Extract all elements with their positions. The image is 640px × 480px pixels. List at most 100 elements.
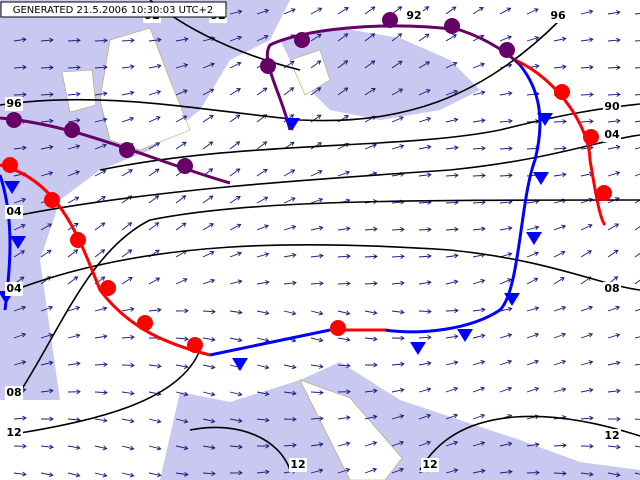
wind-arrow [472,386,486,393]
wind-arrow [229,88,241,96]
occluded-front-symbol [119,142,135,158]
wind-arrow [148,168,160,177]
wind-arrow [40,144,54,150]
isobar-label-box [603,100,621,114]
wind-arrow [499,7,512,15]
wind-arrow [445,172,459,178]
wind-arrow [94,91,108,97]
wind-arrow [526,332,540,339]
wind-arrow [607,305,621,312]
wind-arrow [148,307,162,313]
land [99,27,191,151]
wind-arrow [418,387,432,393]
isobar-label-box [5,205,23,219]
wind-arrow [94,445,108,451]
wind-arrow [337,7,349,15]
wind-arrow [634,120,640,123]
wind-arrow [472,278,486,285]
wind-arrow [202,471,216,477]
wind-arrow [337,467,351,474]
warm-front-symbol [44,192,60,208]
wind-arrow [148,222,160,231]
wind-arrow [310,468,324,474]
wind-arrow [67,445,81,450]
wind-arrow [202,309,216,315]
wind-arrow [229,391,243,397]
wind-arrow [175,89,188,96]
wind-arrow [40,37,54,43]
wind-arrow [283,310,297,316]
wind-arrow [94,222,106,231]
wind-arrow [445,413,459,420]
wind-arrow [607,118,621,124]
wind-arrow [364,310,378,316]
wind-arrow [283,169,296,177]
cold-front-symbol [504,293,520,306]
wind-arrow [472,62,486,69]
wind-arrow [580,145,594,151]
isobar-label-box [5,97,23,111]
warm-front-symbol [554,84,570,100]
isobar [0,19,561,122]
cold-front [384,64,542,334]
wind-arrow [310,416,324,421]
wind-arrow [121,222,133,231]
wind-arrow [283,197,296,204]
wind-arrow [526,470,540,476]
wind-arrow [553,145,567,151]
wind-arrow [310,87,322,96]
wind-arrow [418,89,431,96]
wind-arrow [580,250,593,258]
wind-arrow [634,147,640,150]
occluded-front-symbol [64,122,80,138]
wind-arrow [202,445,216,450]
wind-arrow [580,9,594,15]
sea [280,28,480,120]
wind-arrow [607,333,621,339]
wind-arrow [418,413,432,420]
wind-arrow [472,333,486,339]
wind-arrow [121,362,135,368]
wind-arrow [418,440,432,447]
wind-arrow [337,441,351,447]
cold-front-symbol [10,236,26,249]
wind-arrow [418,227,432,232]
isobar-label: 08 [604,282,619,295]
wind-arrow [634,472,640,475]
wind-arrow [94,249,106,258]
wind-arrow [472,226,486,232]
wind-arrow [391,467,405,474]
wind-arrow [634,199,640,204]
wind-arrow [445,386,459,393]
wind-arrow [553,64,567,70]
wind-arrow [337,87,349,96]
wind-arrow [94,390,108,395]
isobar-label-box [603,429,621,443]
wind-arrow [229,279,243,285]
wind-arrow [499,386,513,393]
front-symbols [0,12,612,371]
wind-arrow [553,277,565,285]
wind-arrow [175,445,189,451]
wind-arrow [229,251,243,258]
cold-front-symbol [4,181,20,194]
wind-arrow [175,195,187,204]
wind-arrow [121,276,133,285]
wind-arrow [364,281,378,286]
wind-arrow [40,472,54,478]
wind-arrow [607,416,621,422]
isobar-label: 12 [6,426,21,439]
wind-arrow [310,225,324,231]
wind-arrow [499,146,513,151]
wind-arrow [283,416,297,422]
wind-arrow [634,94,640,96]
isobar-label-box [289,458,307,472]
wind-arrow [526,386,540,393]
wind-arrow [175,336,189,342]
occluded-front-symbol [6,112,22,128]
wind-arrow [553,250,566,258]
wind-arrow [418,361,432,366]
wind-arrow [148,418,162,424]
wind-arrow [202,223,214,231]
wind-arrow [634,445,640,448]
